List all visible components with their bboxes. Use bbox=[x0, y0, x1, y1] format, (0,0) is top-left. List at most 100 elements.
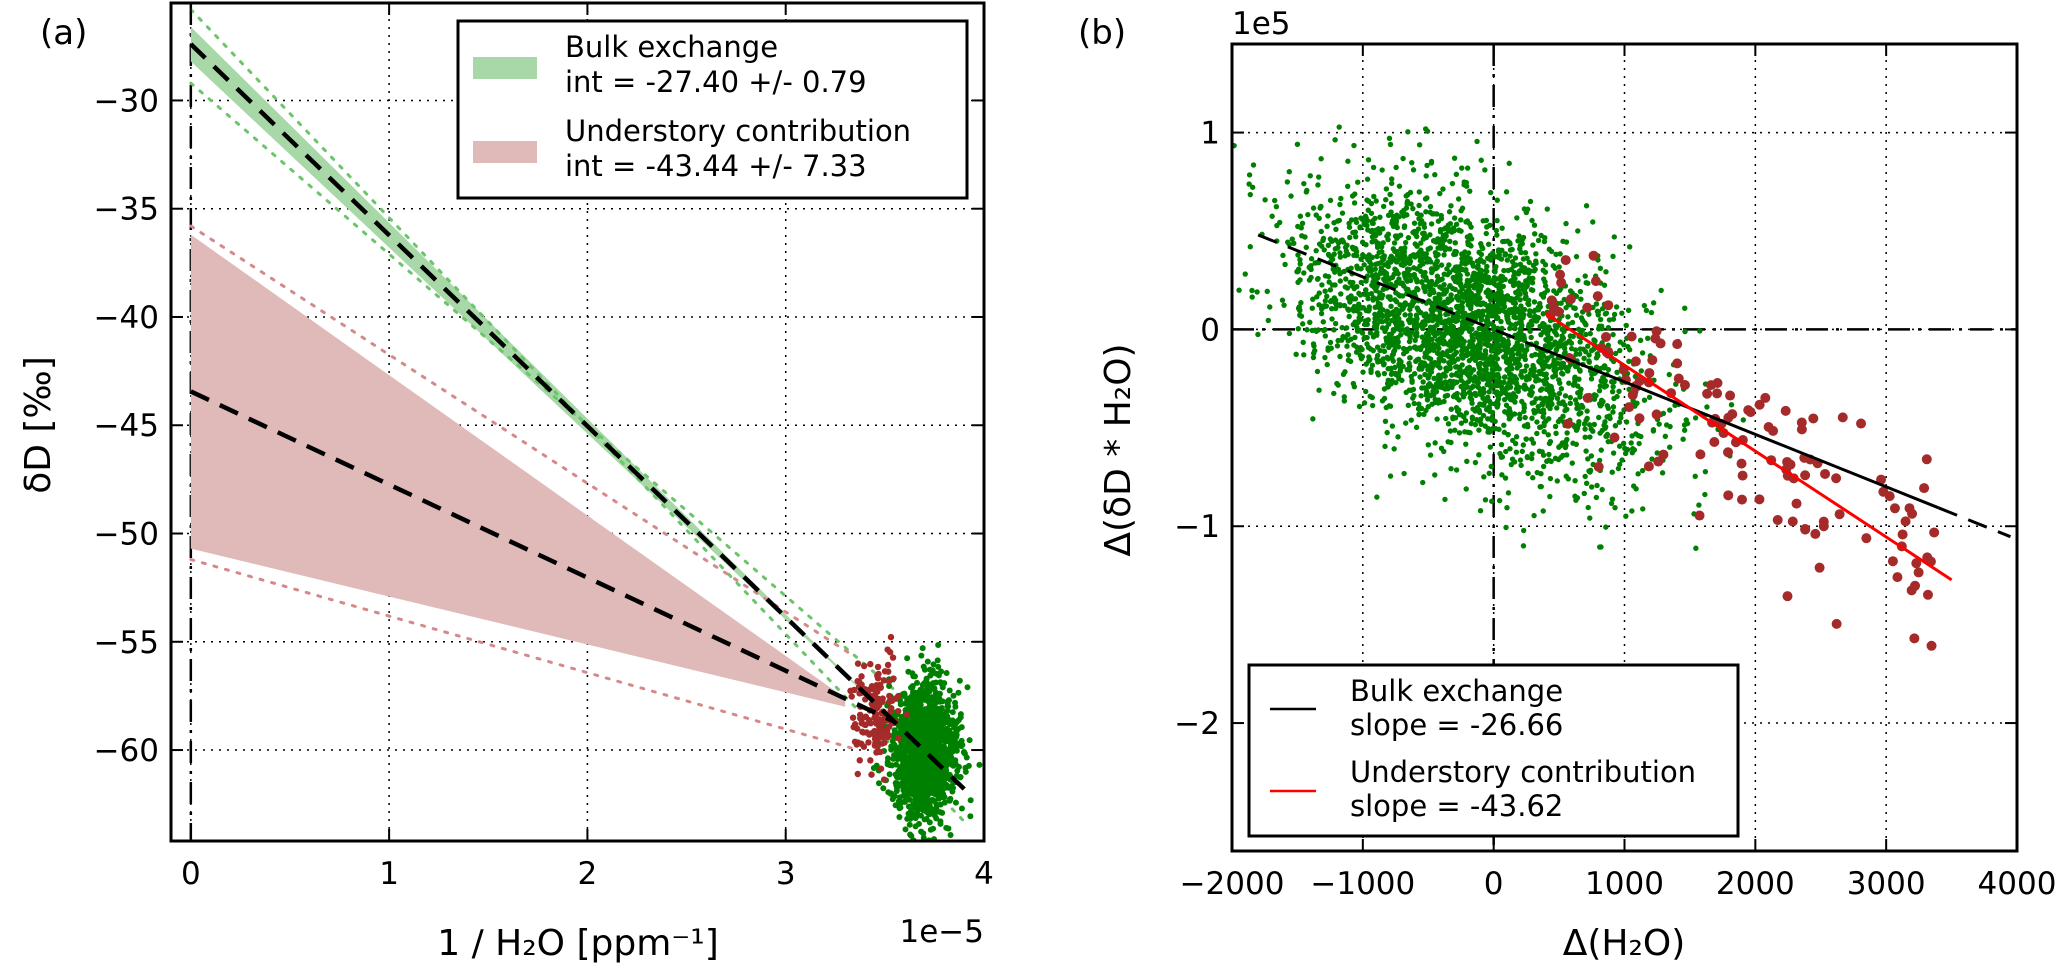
understory-point bbox=[879, 698, 886, 706]
bulk-point bbox=[1295, 223, 1301, 230]
bulk-point bbox=[1399, 209, 1405, 215]
bulk-point bbox=[1388, 303, 1394, 310]
bulk-point bbox=[1372, 266, 1378, 272]
bulk-point bbox=[901, 691, 908, 698]
bulk-point bbox=[1299, 321, 1306, 327]
bulk-point bbox=[1505, 431, 1511, 438]
bulk-point bbox=[1513, 289, 1519, 296]
bulk-point bbox=[930, 680, 937, 687]
bulk-point bbox=[1318, 228, 1324, 235]
bulk-point bbox=[1587, 330, 1594, 337]
understory-point bbox=[856, 757, 863, 764]
panel-a-frame bbox=[169, 1, 986, 843]
bulk-point bbox=[1348, 336, 1354, 342]
bulk-point bbox=[1474, 271, 1481, 277]
bulk-point bbox=[1610, 253, 1616, 259]
bulk-point bbox=[1403, 205, 1410, 211]
understory-point bbox=[1737, 470, 1748, 481]
bulk-point bbox=[1556, 287, 1563, 293]
bulk-point bbox=[1540, 294, 1547, 300]
bulk-point bbox=[1265, 317, 1272, 324]
bulk-point bbox=[1401, 224, 1408, 231]
bulk-point bbox=[1546, 383, 1552, 389]
bulk-point bbox=[900, 735, 907, 742]
bulk-point bbox=[919, 800, 926, 807]
bulk-point bbox=[1355, 179, 1361, 185]
bulk-point bbox=[1556, 400, 1562, 406]
bulk-point bbox=[1490, 250, 1496, 256]
bulk-point bbox=[1424, 397, 1431, 403]
bulk-point bbox=[1197, 184, 1202, 189]
bulk-point bbox=[1650, 427, 1657, 433]
bulk-point bbox=[1337, 250, 1343, 256]
bulk-point bbox=[1466, 325, 1472, 331]
bulk-point bbox=[1593, 494, 1600, 501]
bulk-point bbox=[1477, 391, 1484, 397]
bulk-point bbox=[1512, 300, 1519, 306]
bulk-point bbox=[1494, 338, 1501, 345]
bulk-point bbox=[1379, 226, 1386, 232]
bulk-point bbox=[1371, 193, 1377, 200]
bulk-point bbox=[1339, 210, 1346, 216]
bulk-point bbox=[1420, 479, 1426, 486]
bulk-point bbox=[1374, 352, 1381, 359]
bulk-point bbox=[965, 762, 972, 769]
bulk-point bbox=[1302, 234, 1308, 240]
bulk-point bbox=[1682, 328, 1688, 335]
bulk-point bbox=[1352, 233, 1359, 240]
bulk-point bbox=[1509, 246, 1515, 253]
bulk-point bbox=[1363, 361, 1369, 367]
bulk-point bbox=[894, 784, 901, 791]
bulk-point bbox=[1343, 325, 1350, 331]
bulk-point bbox=[893, 761, 900, 768]
bulk-point bbox=[1414, 316, 1420, 322]
bulk-point bbox=[1391, 240, 1398, 246]
bulk-point bbox=[1405, 234, 1412, 241]
bulk-point bbox=[959, 741, 966, 748]
understory-point bbox=[1695, 449, 1706, 460]
bulk-point bbox=[1402, 260, 1408, 267]
bulk-point bbox=[1563, 220, 1569, 227]
bulk-point bbox=[1418, 268, 1424, 275]
bulk-point bbox=[1407, 302, 1413, 308]
bulk-point bbox=[1564, 436, 1570, 443]
bulk-point bbox=[1441, 398, 1447, 405]
bulk-point bbox=[958, 724, 965, 731]
bulk-point bbox=[1611, 311, 1618, 318]
understory-point bbox=[854, 660, 862, 667]
bulk-point bbox=[870, 765, 877, 772]
bulk-point bbox=[1468, 236, 1475, 242]
bulk-point bbox=[1590, 219, 1596, 225]
bulk-point bbox=[919, 732, 926, 739]
bulk-point bbox=[1488, 384, 1494, 390]
bulk-point bbox=[1610, 450, 1617, 456]
bulk-point bbox=[1393, 339, 1399, 346]
bulk-point bbox=[1383, 335, 1389, 341]
bulk-point bbox=[1575, 422, 1582, 428]
bulk-point bbox=[1321, 304, 1327, 310]
bulk-point bbox=[938, 680, 945, 687]
understory-point bbox=[1672, 339, 1683, 350]
bulk-point bbox=[961, 749, 968, 756]
bulk-point bbox=[1497, 300, 1503, 307]
bulk-point bbox=[1367, 330, 1374, 336]
bulk-point bbox=[1518, 249, 1524, 256]
bulk-point bbox=[1380, 203, 1387, 210]
bulk-point bbox=[1593, 364, 1600, 370]
bulk-point bbox=[1478, 157, 1484, 163]
bulk-fit-line bbox=[189, 42, 966, 791]
bulk-point bbox=[1500, 336, 1507, 343]
bulk-point bbox=[1507, 446, 1513, 452]
bulk-point bbox=[1387, 294, 1393, 300]
bulk-point bbox=[1432, 399, 1439, 406]
bulk-point bbox=[1596, 414, 1602, 421]
bulk-point bbox=[1461, 414, 1467, 420]
bulk-point bbox=[1416, 142, 1423, 148]
bulk-point bbox=[1559, 440, 1566, 446]
bulk-point bbox=[1494, 314, 1500, 320]
bulk-point bbox=[1447, 365, 1453, 372]
bulk-point bbox=[1660, 410, 1667, 417]
bulk-point bbox=[1525, 280, 1531, 286]
bulk-point bbox=[1628, 440, 1634, 446]
